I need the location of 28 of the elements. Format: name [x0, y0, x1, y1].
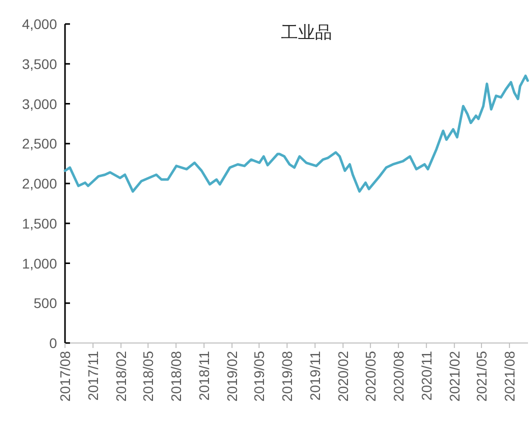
x-tick-label: 2019/11 [307, 350, 324, 401]
y-tick-label: 1,000 [22, 255, 58, 272]
x-tick-label: 2018/08 [168, 350, 184, 402]
y-tick-label: 2,000 [22, 176, 58, 192]
x-tick-label: 2017/11 [84, 350, 101, 401]
y-tick-label: 3,500 [22, 56, 58, 72]
y-tick-label: 3,000 [22, 96, 58, 112]
x-tick-label: 2021/02 [446, 350, 462, 402]
y-tick-label: 500 [34, 295, 58, 312]
x-tick-label: 2019/08 [279, 350, 296, 402]
y-tick-label: 2,500 [22, 136, 58, 152]
x-tick-label: 2020/02 [335, 350, 352, 402]
x-tick-label: 2018/11 [196, 350, 212, 401]
y-tick-label: 0 [49, 335, 58, 351]
line-series [64, 74, 529, 193]
x-tick-label: 2019/05 [251, 350, 268, 402]
x-tick-label: 2019/02 [224, 350, 240, 402]
y-tick-label: 1,500 [22, 215, 58, 232]
x-tick-label: 2018/02 [112, 350, 129, 402]
x-tick-label: 2018/05 [140, 350, 156, 402]
x-tick-label: 2017/08 [57, 350, 73, 402]
x-tick-label: 2021/08 [501, 350, 518, 402]
x-tick-label: 2021/05 [473, 350, 490, 402]
x-tick-label: 2020/11 [418, 350, 434, 401]
x-tick-label: 2020/08 [390, 350, 406, 402]
y-tick-label: 4,000 [22, 16, 58, 32]
chart-title: 工业品 [281, 23, 332, 42]
x-tick-label: 2020/05 [362, 350, 378, 402]
